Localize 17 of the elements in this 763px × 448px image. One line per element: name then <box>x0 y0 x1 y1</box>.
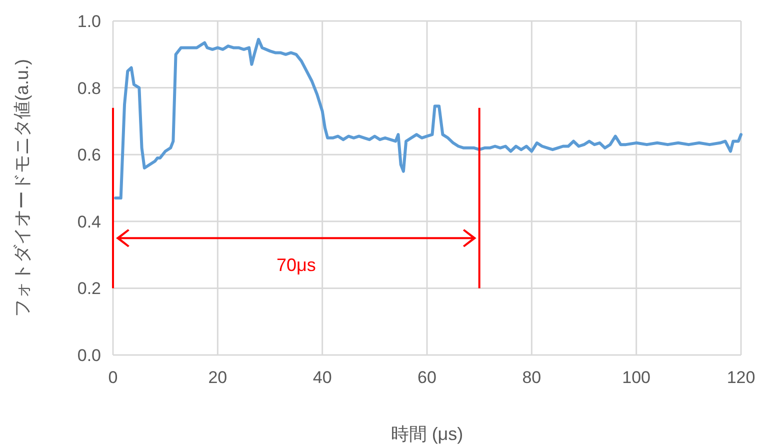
line-series <box>114 38 742 200</box>
x-tick-label: 40 <box>312 368 332 387</box>
x-tick-label: 60 <box>418 368 436 387</box>
x-tick-label: 80 <box>522 368 542 387</box>
annotation: 70μs <box>276 255 316 276</box>
y-tick-label: 0.2 <box>77 279 101 298</box>
y-axis-title: フォトダイオードモニタ値(a.u.) <box>12 58 32 318</box>
x-axis-title: 時間 (μs) <box>390 424 464 444</box>
x-tick-label: 100 <box>622 368 651 387</box>
y-tick-label: 0.0 <box>77 346 101 365</box>
x-tick-label: 0 <box>108 368 118 387</box>
y-tick-label: 0.4 <box>77 212 101 232</box>
x-tick-label: 120 <box>726 368 756 387</box>
x-tick-label: 20 <box>208 368 228 387</box>
y-tick-label: 0.6 <box>77 146 101 165</box>
y-tick-label: 1.0 <box>77 12 101 31</box>
y-tick-label: 0.8 <box>77 78 101 98</box>
